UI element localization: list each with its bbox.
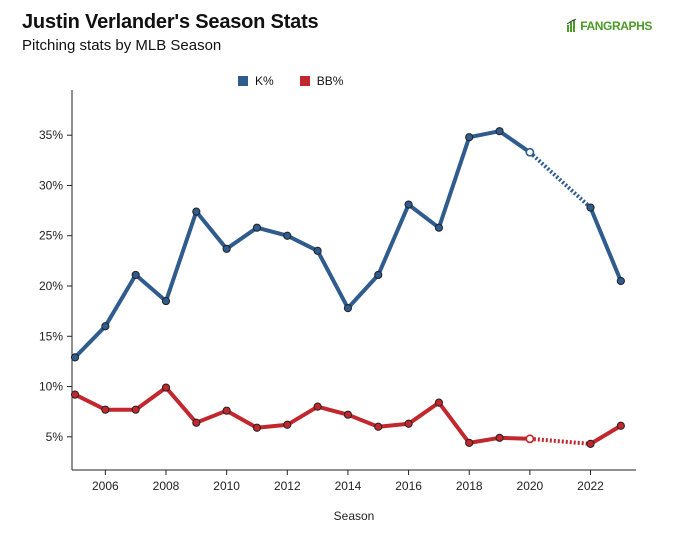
y-tick-label: 30% [39, 178, 63, 192]
y-tick-label: 15% [39, 329, 63, 343]
data-point-k-pct-2011 [252, 223, 262, 232]
data-point-k-pct-2020 [525, 147, 535, 157]
series-lines [73, 129, 623, 446]
axes [67, 90, 636, 475]
y-tick-label: 35% [39, 128, 63, 142]
x-tick-label: 2006 [92, 479, 119, 493]
data-point-bb-pct-2008 [161, 383, 171, 392]
data-point-bb-pct-2010 [222, 406, 231, 415]
data-point-bb-pct-2015 [374, 422, 383, 431]
legend: K% BB% [238, 74, 343, 88]
data-point-bb-pct-2023 [616, 421, 625, 430]
legend-label-bb-pct: BB% [316, 74, 344, 88]
y-tick-label: 5% [46, 430, 64, 444]
data-point-k-pct-2017 [434, 223, 444, 232]
series-line-end-bb-pct [588, 423, 623, 446]
series-line-end-k-pct [588, 205, 623, 283]
data-point-k-pct-2012 [283, 231, 292, 240]
fangraphs-logo-icon [566, 19, 577, 32]
data-point-k-pct-2010 [222, 244, 231, 253]
x-tick-label: 2018 [456, 479, 483, 493]
data-point-k-pct-2009 [192, 207, 201, 216]
data-point-k-pct-2016 [404, 200, 413, 209]
series-line-bb-pct [73, 385, 532, 445]
series-points [70, 127, 625, 448]
x-tick-label: 2008 [153, 479, 180, 493]
legend-item-bb-pct: BB% [299, 74, 344, 88]
x-tick-label: 2022 [577, 479, 604, 493]
y-tick-label: 20% [39, 279, 63, 293]
y-tick-label: 10% [39, 380, 63, 394]
x-axis-title: Season [334, 509, 375, 523]
data-point-bb-pct-2012 [283, 420, 292, 429]
legend-item-k-pct: K% [238, 74, 274, 88]
data-point-k-pct-2022 [586, 203, 595, 212]
data-point-bb-pct-2011 [252, 423, 262, 432]
data-point-bb-pct-2020 [525, 434, 535, 444]
data-point-k-pct-2006 [101, 322, 110, 331]
data-point-k-pct-2005 [70, 353, 80, 362]
tick-labels: 2006 2008 2010 2012 2014 2016 2018 2020 2022 5% 10… [39, 128, 604, 493]
data-point-bb-pct-2022 [586, 439, 595, 448]
legend-label-k-pct: K% [255, 74, 274, 88]
data-point-k-pct-2008 [161, 296, 171, 306]
series-gap-line-bb-pct [529, 436, 591, 446]
data-point-bb-pct-2005 [70, 390, 80, 399]
data-point-bb-pct-2009 [192, 418, 201, 427]
fangraphs-logo: FANGRAPHS [566, 19, 652, 33]
data-point-bb-pct-2018 [465, 438, 474, 447]
data-point-bb-pct-2016 [404, 419, 413, 428]
series-line-k-pct [73, 129, 532, 360]
x-tick-label: 2012 [274, 479, 301, 493]
data-point-k-pct-2018 [465, 133, 474, 142]
chart-subtitle: Pitching stats by MLB Season [22, 37, 222, 54]
data-point-bb-pct-2013 [313, 402, 322, 411]
x-tick-label: 2020 [517, 479, 544, 493]
fangraphs-logo-text: FANGRAPHS [580, 19, 652, 33]
data-point-k-pct-2015 [374, 270, 383, 280]
y-tick-label: 25% [39, 229, 63, 243]
data-point-k-pct-2023 [616, 276, 625, 286]
data-point-k-pct-2013 [313, 246, 322, 255]
data-point-k-pct-2014 [343, 304, 353, 313]
legend-swatch-k-pct [238, 76, 248, 86]
data-point-bb-pct-2014 [343, 410, 353, 419]
data-point-bb-pct-2007 [131, 405, 140, 414]
data-point-k-pct-2007 [131, 270, 140, 280]
chart-title: Justin Verlander's Season Stats [22, 11, 319, 33]
data-point-k-pct-2019 [495, 127, 504, 136]
x-tick-label: 2010 [213, 479, 240, 493]
data-point-bb-pct-2006 [101, 405, 110, 414]
x-tick-label: 2014 [335, 479, 362, 493]
x-tick-label: 2016 [395, 479, 422, 493]
data-point-bb-pct-2017 [434, 398, 444, 407]
data-point-bb-pct-2019 [495, 433, 504, 442]
series-gap-line-k-pct [528, 150, 592, 210]
legend-swatch-bb-pct [299, 76, 310, 86]
